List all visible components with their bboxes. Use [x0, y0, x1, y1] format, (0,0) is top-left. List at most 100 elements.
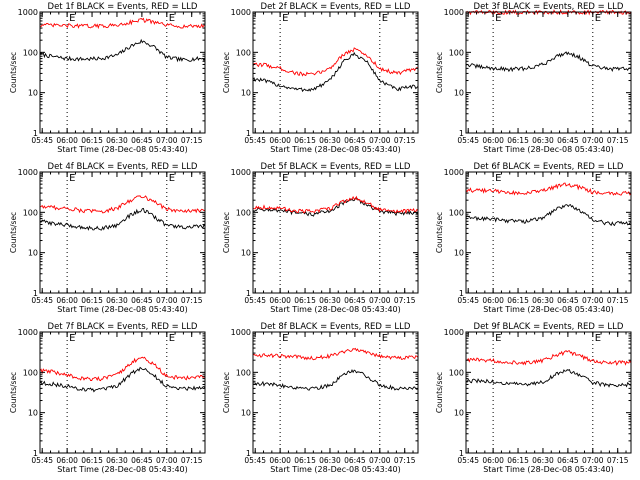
- lld-series-line: [39, 17, 206, 30]
- y-tick-label: 100: [236, 208, 251, 217]
- y-tick-label: 10: [28, 89, 38, 98]
- y-tick-label: 1: [246, 449, 251, 458]
- y-tick-label: 100: [449, 208, 464, 217]
- events-series-line: [39, 207, 206, 231]
- panel-title: Det 6f BLACK = Events, RED = LLD: [474, 162, 624, 172]
- y-tick-label: 1: [459, 289, 464, 298]
- lld-series-line: [252, 195, 419, 215]
- event-marker-label: E: [69, 333, 75, 344]
- x-tick-label: 06:30: [106, 456, 128, 465]
- x-tick-label: 06:00: [269, 456, 291, 465]
- x-tick-label: 06:00: [56, 296, 78, 305]
- x-axis-title: Start Time (28-Dec-08 05:43:40): [483, 305, 614, 314]
- x-tick-label: 06:30: [532, 456, 554, 465]
- x-tick-label: 05:45: [31, 456, 53, 465]
- event-marker-label: E: [595, 173, 601, 184]
- x-axis-title: Start Time (28-Dec-08 05:43:40): [57, 305, 188, 314]
- y-tick-label: 1000: [18, 328, 38, 337]
- plot-frame: [465, 331, 632, 454]
- event-marker-label: E: [169, 173, 175, 184]
- x-tick-label: 06:15: [294, 456, 316, 465]
- x-tick-label: 06:45: [131, 456, 153, 465]
- x-tick-label: 06:15: [294, 136, 316, 145]
- y-tick-label: 1000: [444, 8, 464, 17]
- x-tick-label: 06:00: [56, 456, 78, 465]
- x-tick-label: 06:15: [81, 456, 103, 465]
- y-tick-label: 10: [241, 249, 251, 258]
- x-tick-label: 05:45: [244, 456, 266, 465]
- x-tick-label: 07:00: [369, 296, 391, 305]
- x-axis-title: Start Time (28-Dec-08 05:43:40): [483, 145, 614, 154]
- x-tick-label: 07:15: [394, 136, 416, 145]
- y-tick-label: 1000: [18, 8, 38, 17]
- y-tick-label: 1: [459, 129, 464, 138]
- x-tick-label: 05:45: [31, 136, 53, 145]
- x-tick-label: 06:45: [557, 296, 579, 305]
- y-tick-label: 100: [449, 368, 464, 377]
- x-axis-title: Start Time (28-Dec-08 05:43:40): [57, 145, 188, 154]
- plot-frame: [465, 11, 632, 134]
- y-tick-label: 100: [23, 368, 38, 377]
- x-tick-label: 07:15: [181, 456, 203, 465]
- x-tick-label: 06:30: [319, 296, 341, 305]
- x-tick-label: 07:00: [156, 456, 178, 465]
- lld-series-line: [39, 356, 206, 382]
- lld-series-line: [252, 347, 419, 361]
- y-tick-label: 1: [33, 289, 38, 298]
- x-tick-label: 07:00: [582, 456, 604, 465]
- event-marker-label: E: [495, 333, 501, 344]
- lld-series-line: [39, 195, 206, 214]
- y-tick-label: 1: [33, 129, 38, 138]
- events-series-line: [252, 369, 419, 391]
- y-tick-label: 1: [459, 449, 464, 458]
- panel-title: Det 8f BLACK = Events, RED = LLD: [261, 322, 411, 332]
- y-tick-label: 10: [454, 409, 464, 418]
- y-axis-title: Counts/sec: [9, 212, 18, 253]
- event-marker-label: E: [282, 13, 288, 24]
- y-tick-label: 10: [454, 89, 464, 98]
- event-marker-label: E: [69, 173, 75, 184]
- y-tick-label: 1: [246, 289, 251, 298]
- panel-title: Det 4f BLACK = Events, RED = LLD: [48, 162, 198, 172]
- x-tick-label: 06:45: [344, 456, 366, 465]
- x-tick-label: 07:15: [181, 136, 203, 145]
- y-axis-title: Counts/sec: [222, 372, 231, 413]
- x-axis-title: Start Time (28-Dec-08 05:43:40): [270, 305, 401, 314]
- event-marker-label: E: [495, 13, 501, 24]
- x-tick-label: 06:00: [269, 296, 291, 305]
- x-tick-label: 06:00: [482, 456, 504, 465]
- x-tick-label: 06:30: [319, 136, 341, 145]
- x-tick-label: 07:15: [394, 456, 416, 465]
- event-marker-label: E: [382, 333, 388, 344]
- event-marker-label: E: [382, 173, 388, 184]
- lld-series-line: [465, 350, 632, 366]
- x-tick-label: 05:45: [31, 296, 53, 305]
- y-tick-label: 100: [23, 48, 38, 57]
- x-tick-label: 06:45: [131, 296, 153, 305]
- x-tick-label: 07:00: [369, 136, 391, 145]
- x-tick-label: 06:30: [532, 296, 554, 305]
- y-tick-label: 1000: [231, 8, 251, 17]
- x-tick-label: 06:15: [81, 296, 103, 305]
- plot-frame: [252, 171, 419, 294]
- y-tick-label: 10: [28, 249, 38, 258]
- x-tick-label: 07:15: [607, 136, 629, 145]
- events-series-line: [39, 366, 206, 393]
- event-marker-label: E: [382, 13, 388, 24]
- events-series-line: [465, 51, 632, 73]
- x-axis-title: Start Time (28-Dec-08 05:43:40): [270, 145, 401, 154]
- lld-series-line: [465, 182, 632, 196]
- y-tick-label: 1000: [231, 168, 251, 177]
- y-tick-label: 10: [454, 249, 464, 258]
- x-tick-label: 06:00: [56, 136, 78, 145]
- y-tick-label: 10: [241, 409, 251, 418]
- x-tick-label: 06:00: [269, 136, 291, 145]
- x-tick-label: 05:45: [457, 296, 479, 305]
- events-series-line: [252, 197, 419, 217]
- y-axis-title: Counts/sec: [9, 52, 18, 93]
